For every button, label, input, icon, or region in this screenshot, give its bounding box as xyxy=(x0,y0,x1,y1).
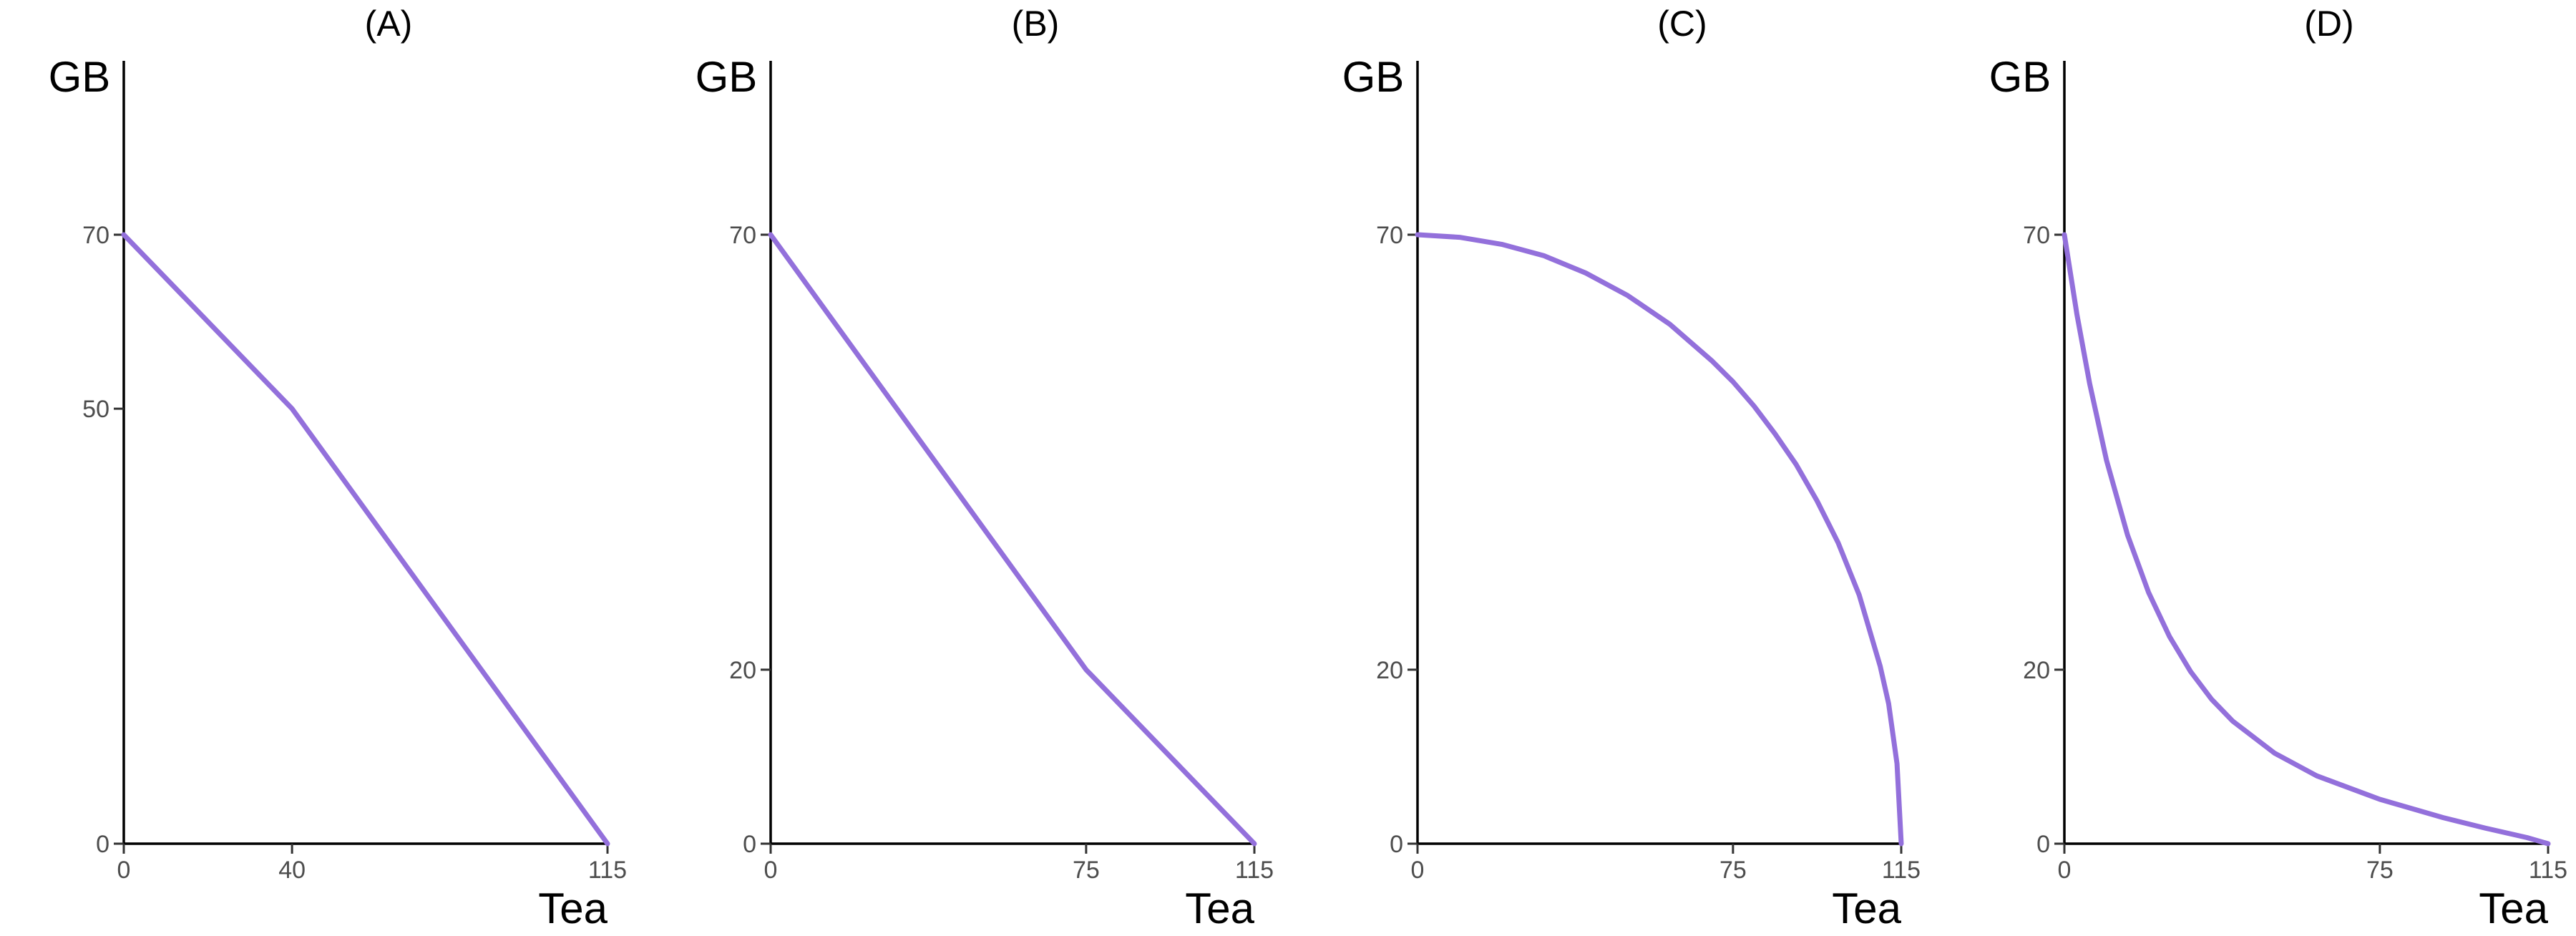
x-tick-label: 75 xyxy=(2366,857,2394,884)
x-tick-label: 0 xyxy=(764,857,778,884)
y-tick-label: 0 xyxy=(743,831,756,858)
y-tick-label: 0 xyxy=(96,831,109,858)
panel-c: (C) GB Tea 0 20 70 0 75 115 xyxy=(1342,4,1921,932)
y-axis-title: GB xyxy=(696,53,758,101)
x-axis-title: Tea xyxy=(538,884,608,932)
y-axis-title: GB xyxy=(49,53,111,101)
panel-title-d: (D) xyxy=(2304,4,2353,44)
series-line xyxy=(1415,232,1904,847)
x-tick-label: 0 xyxy=(117,857,131,884)
series-line xyxy=(2062,232,2551,847)
x-tick-label: 75 xyxy=(1073,857,1100,884)
y-tick-label: 70 xyxy=(1376,222,1403,249)
panel-b: (B) GB Tea 0 20 70 0 75 115 xyxy=(696,4,1274,932)
x-tick-label: 115 xyxy=(588,857,627,884)
y-axis-title: GB xyxy=(1342,53,1405,101)
x-axis-title: Tea xyxy=(2479,884,2548,932)
x-axis-title: Tea xyxy=(1185,884,1254,932)
x-tick-label: 115 xyxy=(2529,857,2567,884)
panel-title-a: (A) xyxy=(365,4,413,44)
y-tick-label: 70 xyxy=(2023,222,2050,249)
x-tick-label: 75 xyxy=(1719,857,1747,884)
series-line xyxy=(121,232,610,847)
series-line xyxy=(768,232,1257,847)
y-tick-label: 20 xyxy=(729,657,756,684)
x-axis-title: Tea xyxy=(1832,884,1901,932)
y-tick-label: 70 xyxy=(729,222,756,249)
y-tick-label: 0 xyxy=(1390,831,1403,858)
y-tick-label: 20 xyxy=(2023,657,2050,684)
y-axis-title: GB xyxy=(1989,53,2051,101)
y-tick-label: 70 xyxy=(82,222,109,249)
y-tick-label: 0 xyxy=(2036,831,2050,858)
panel-title-c: (C) xyxy=(1657,4,1707,44)
x-tick-label: 40 xyxy=(278,857,306,884)
x-tick-label: 0 xyxy=(2058,857,2072,884)
y-tick-label: 20 xyxy=(1376,657,1403,684)
x-tick-label: 115 xyxy=(1235,857,1274,884)
x-tick-label: 0 xyxy=(1411,857,1425,884)
x-tick-label: 115 xyxy=(1882,857,1921,884)
panel-d: (D) GB Tea 0 20 70 0 75 115 xyxy=(1989,4,2567,932)
y-tick-label: 50 xyxy=(82,396,109,423)
panel-title-b: (B) xyxy=(1012,4,1060,44)
panel-a: (A) GB Tea 0 50 70 0 40 115 xyxy=(49,4,627,932)
